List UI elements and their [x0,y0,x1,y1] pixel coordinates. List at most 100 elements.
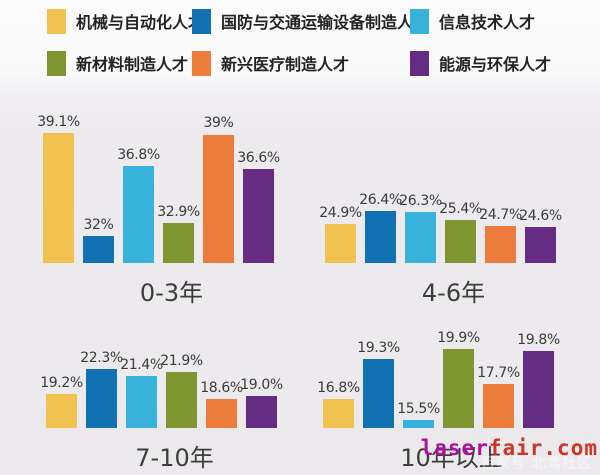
bar-wrap: 39.1% [37,114,80,263]
bar [365,211,396,263]
bar-wrap: 19.2% [40,375,83,428]
bar-wrap: 24.7% [479,207,522,263]
faint-watermark: 百家号 北鸢社区 [481,456,592,472]
bar-wrap: 19.8% [517,332,560,428]
legend-item-label: 新兴医疗制造人才 [221,55,350,74]
legend-item: 国防与交通运输设备制造人才 [192,8,429,34]
bar-wrap: 22.3% [80,350,123,428]
bar-wrap: 26.4% [359,192,402,263]
bar-value-label: 15.5% [397,400,440,417]
bar [86,369,117,428]
legend-item: 机械与自动化人才 [47,8,204,34]
bar [525,227,556,263]
bar [443,349,474,428]
bar [323,398,354,428]
legend-swatch-icon [47,8,66,34]
bar-value-label: 24.7% [479,207,522,224]
bar-value-label: 19.3% [357,339,400,356]
bar-value-label: 18.6% [200,380,243,396]
bar [126,376,157,428]
bar [405,211,436,263]
legend-swatch-icon [192,50,211,76]
bar-value-label: 22.3% [80,350,123,366]
bar-value-label: 17.7% [477,365,520,382]
legend-swatch-icon [192,8,211,34]
site-watermark: laserfair.com [421,436,598,460]
group-label: 7-10年 [135,444,214,472]
bar-wrap: 39% [203,115,234,263]
bar [43,133,74,263]
bar-value-label: 26.4% [359,192,402,208]
legend-item: 新兴医疗制造人才 [192,50,349,76]
bar-wrap: 17.7% [477,365,520,428]
chart-area: 39.1% 32% 36.8% 32.9% 39% 36.6% 0-3年 24.9% 26.4%… [0,93,600,475]
bar-wrap: 32% [83,217,114,263]
bar-wrap: 36.6% [237,150,280,263]
bar [403,419,434,428]
bar-wrap: 36.8% [117,147,160,263]
bar-value-label: 21.9% [160,353,203,370]
legend-item-label: 国防与交通运输设备制造人才 [221,13,430,32]
bar-value-label: 39.1% [37,114,80,130]
legend-item-label: 信息技术人才 [439,13,536,32]
bar-wrap: 16.8% [317,380,360,428]
bar [445,219,476,263]
group-label: 4-6年 [421,279,486,307]
bar-value-label: 19.0% [240,376,283,393]
bar-value-label: 24.9% [319,205,362,222]
bar [206,399,237,428]
bar-group: 16.8% 19.3% 15.5% 19.9% 17.7% 19.8% 10年以上 [317,328,560,473]
site-watermark-primary: laser [420,436,489,460]
legend-item: 能源与环保人才 [410,50,551,76]
bar [163,222,194,263]
bar-value-label: 26.3% [399,192,442,209]
bar-wrap: 19.0% [240,377,283,428]
bar-value-label: 32% [83,217,114,233]
bar-wrap: 25.4% [439,201,482,263]
bar-value-label: 36.8% [117,147,160,164]
group-label: 10年以上 [400,444,503,472]
bar-wrap: 19.9% [437,330,480,428]
bar [123,166,154,263]
bar-wrap: 15.5% [397,401,440,428]
bar-wrap: 19.3% [357,340,400,428]
bar-value-label: 19.9% [437,330,480,346]
bar-group: 24.9% 26.4% 26.3% 25.4% 24.7% 24.6% 4-6年 [319,111,562,308]
bar-value-label: 19.2% [40,375,83,392]
legend-item-label: 新材料制造人才 [76,55,189,74]
bar-wrap: 21.4% [120,357,163,428]
bar [483,384,514,428]
legend: 机械与自动化人才 国防与交通运输设备制造人才 信息技术人才新材料制造人才 新兴医疗制造… [0,0,600,93]
bar [325,224,356,263]
bar-value-label: 19.8% [517,331,560,348]
bar [523,350,554,428]
bar-value-label: 16.8% [317,379,360,396]
bar-group: 19.2% 22.3% 21.4% 21.9% 18.6% 19.0% 7-10年 [40,328,283,473]
site-watermark-secondary: fair.com [488,436,598,460]
legend-item: 新材料制造人才 [47,50,188,76]
legend-swatch-icon [410,8,429,34]
legend-swatch-icon [47,50,66,76]
bar [485,226,516,263]
bar-group: 39.1% 32% 36.8% 32.9% 39% 36.6% 0-3年 [37,111,280,308]
bar-wrap: 24.9% [319,205,362,263]
bar-value-label: 25.4% [439,200,482,217]
bar [166,372,197,428]
bar [203,134,234,263]
group-label: 0-3年 [139,279,204,307]
legend-item: 信息技术人才 [410,8,535,34]
legend-swatch-icon [410,50,429,76]
bar [363,358,394,428]
bar-wrap: 26.3% [399,193,442,263]
legend-item-label: 能源与环保人才 [439,55,552,74]
bar [243,169,274,263]
bar [46,394,77,428]
bar-value-label: 24.6% [519,208,562,224]
bar-value-label: 36.6% [237,150,280,167]
bar-wrap: 24.6% [519,208,562,263]
bar [246,395,277,428]
bar [83,236,114,263]
bar-value-label: 21.4% [120,357,163,374]
bar-value-label: 32.9% [157,203,200,220]
bar-wrap: 32.9% [157,204,200,263]
